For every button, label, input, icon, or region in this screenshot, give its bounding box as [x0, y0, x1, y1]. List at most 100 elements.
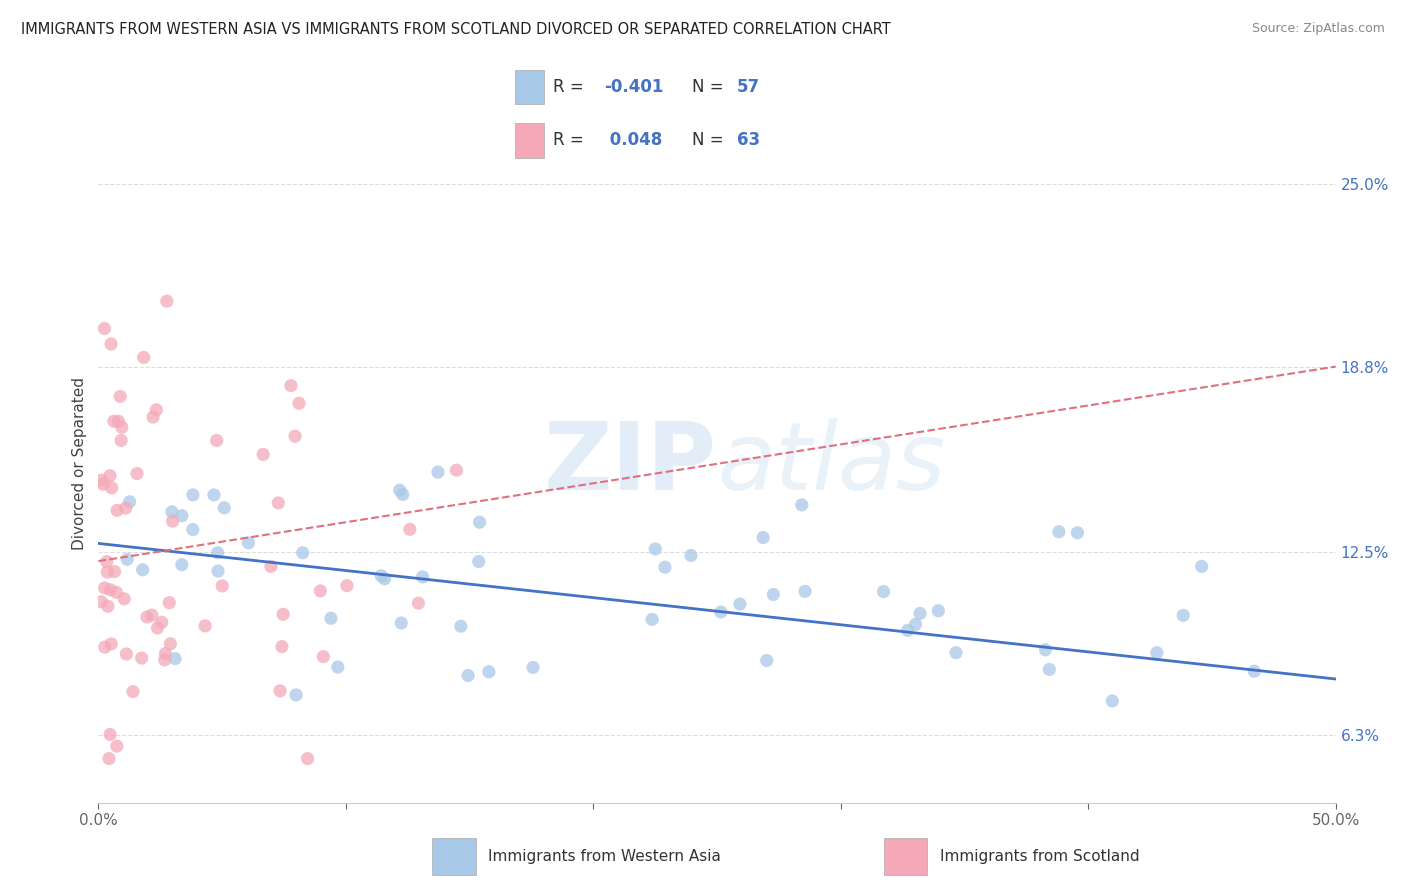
Point	[112, 591, 135, 606]
Point	[872, 584, 894, 599]
Point	[1146, 646, 1168, 660]
Point	[389, 615, 412, 630]
Point	[412, 570, 434, 584]
Point	[284, 429, 307, 443]
Point	[374, 572, 396, 586]
Point	[90, 473, 112, 487]
Point	[644, 541, 666, 556]
Point	[450, 619, 472, 633]
Point	[103, 565, 125, 579]
Point	[1191, 559, 1213, 574]
Point	[1038, 662, 1060, 676]
FancyBboxPatch shape	[515, 123, 544, 158]
Point	[141, 608, 163, 623]
Point	[446, 463, 468, 477]
Point	[271, 640, 294, 654]
Point	[98, 582, 121, 597]
Point	[319, 611, 342, 625]
Point	[145, 402, 167, 417]
Y-axis label: Divorced or Separated: Divorced or Separated	[72, 377, 87, 550]
Point	[427, 465, 450, 479]
Point	[115, 552, 138, 566]
Point	[408, 596, 430, 610]
Point	[150, 615, 173, 630]
Point	[97, 599, 120, 614]
Point	[927, 604, 949, 618]
Point	[111, 420, 134, 434]
Point	[142, 410, 165, 425]
Point	[94, 640, 117, 654]
Point	[457, 668, 479, 682]
Text: N =: N =	[692, 131, 730, 149]
Point	[105, 739, 128, 753]
Point	[1047, 524, 1070, 539]
Point	[212, 500, 235, 515]
Point	[280, 378, 302, 392]
Text: N =: N =	[692, 78, 730, 96]
Point	[336, 579, 359, 593]
Point	[312, 649, 335, 664]
Point	[160, 505, 183, 519]
Point	[654, 560, 676, 574]
Point	[288, 396, 311, 410]
Point	[1173, 608, 1195, 623]
Point	[762, 587, 785, 601]
Point	[1243, 664, 1265, 678]
Point	[238, 536, 260, 550]
Point	[211, 579, 233, 593]
Point	[790, 498, 813, 512]
Point	[522, 660, 544, 674]
Point	[291, 546, 314, 560]
Point	[945, 646, 967, 660]
Point	[162, 514, 184, 528]
Point	[252, 447, 274, 461]
Point	[1035, 642, 1057, 657]
Point	[207, 564, 229, 578]
Point	[205, 434, 228, 448]
Text: Immigrants from Scotland: Immigrants from Scotland	[939, 849, 1139, 863]
Point	[207, 546, 229, 560]
Point	[132, 351, 155, 365]
Point	[155, 647, 177, 661]
Text: Source: ZipAtlas.com: Source: ZipAtlas.com	[1251, 22, 1385, 36]
Point	[170, 558, 193, 572]
Point	[153, 653, 176, 667]
Point	[90, 595, 112, 609]
Text: 57: 57	[737, 78, 761, 96]
Point	[370, 569, 392, 583]
Point	[260, 559, 283, 574]
Point	[91, 477, 114, 491]
Point	[105, 585, 128, 599]
Point	[755, 653, 778, 667]
Point	[202, 488, 225, 502]
Point	[194, 619, 217, 633]
Text: R =: R =	[553, 78, 589, 96]
Point	[1066, 525, 1088, 540]
Point	[157, 596, 180, 610]
Point	[399, 522, 422, 536]
Point	[93, 581, 115, 595]
Text: 63: 63	[737, 131, 761, 149]
Point	[181, 488, 204, 502]
Point	[679, 549, 702, 563]
Point	[96, 555, 118, 569]
Point	[107, 414, 129, 428]
Text: atlas: atlas	[717, 418, 945, 509]
FancyBboxPatch shape	[515, 70, 544, 104]
Point	[98, 727, 121, 741]
Point	[131, 563, 153, 577]
Point	[98, 751, 121, 765]
Point	[110, 389, 132, 403]
Point	[326, 660, 349, 674]
Point	[391, 487, 413, 501]
FancyBboxPatch shape	[433, 838, 475, 875]
Point	[122, 684, 145, 698]
Text: IMMIGRANTS FROM WESTERN ASIA VS IMMIGRANTS FROM SCOTLAND DIVORCED OR SEPARATED C: IMMIGRANTS FROM WESTERN ASIA VS IMMIGRAN…	[21, 22, 891, 37]
Text: R =: R =	[553, 131, 589, 149]
Point	[110, 434, 132, 448]
Point	[170, 508, 193, 523]
Point	[904, 617, 927, 632]
Text: ZIP: ZIP	[544, 417, 717, 510]
Point	[100, 637, 122, 651]
Point	[165, 651, 187, 665]
